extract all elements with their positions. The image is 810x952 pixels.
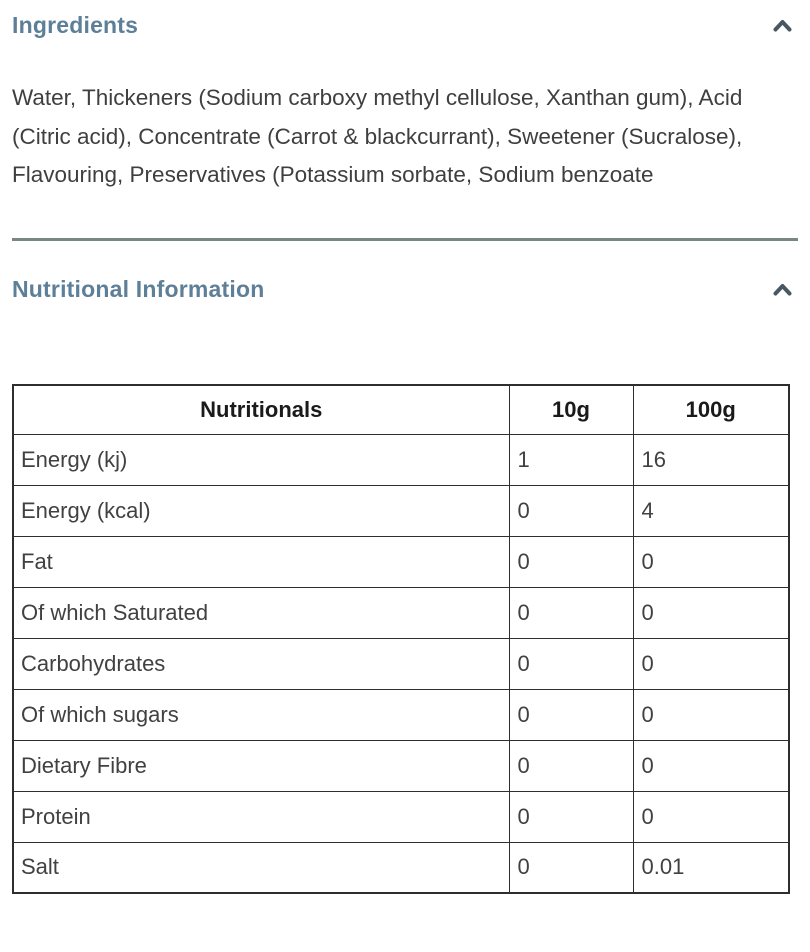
row-label: Fat [12,535,510,588]
row-label: Energy (kcal) [12,484,510,537]
column-header-10g: 10g [508,384,634,435]
table-row: Energy (kcal) 0 4 [12,484,790,537]
row-label: Protein [12,790,510,843]
row-label: Of which Saturated [12,586,510,639]
section-divider [12,237,798,241]
value-10g: 0 [508,637,634,690]
value-10g: 1 [508,433,634,486]
value-100g: 0 [632,637,790,690]
table-row: Fat 0 0 [12,535,790,588]
row-label: Salt [12,841,510,894]
value-100g: 0 [632,535,790,588]
table-row: Energy (kj) 1 16 [12,433,790,486]
column-header-100g: 100g [632,384,790,435]
product-info-panel: Ingredients Water, Thickeners (Sodium ca… [0,12,810,895]
value-10g: 0 [508,790,634,843]
value-10g: 0 [508,586,634,639]
value-100g: 16 [632,433,790,486]
ingredients-text: Water, Thickeners (Sodium carboxy methyl… [12,85,743,188]
nutrition-accordion-header[interactable]: Nutritional Information [12,275,798,302]
value-100g: 0.01 [632,841,790,894]
table-header-row: Nutritionals 10g 100g [12,384,790,435]
row-label: Carbohydrates [12,637,510,690]
chevron-up-icon [773,20,792,35]
row-label: Of which sugars [12,688,510,741]
value-100g: 0 [632,688,790,741]
nutrition-section-title: Nutritional Information [12,275,265,302]
ingredients-section-title: Ingredients [12,12,139,38]
table-row: Protein 0 0 [12,790,790,843]
value-100g: 0 [632,739,790,792]
table-row: Of which sugars 0 0 [12,688,790,741]
value-100g: 0 [632,586,790,639]
value-10g: 0 [508,841,634,894]
table-row: Carbohydrates 0 0 [12,637,790,690]
row-label: Energy (kj) [12,433,510,486]
value-10g: 0 [508,688,634,741]
value-10g: 0 [508,535,634,588]
ingredients-accordion-header[interactable]: Ingredients [12,12,798,38]
value-100g: 4 [632,484,790,537]
value-10g: 0 [508,739,634,792]
column-header-nutritionals: Nutritionals [12,384,510,435]
nutrition-table: Nutritionals 10g 100g Energy (kj) 1 16 E… [12,384,790,895]
table-row: Dietary Fibre 0 0 [12,739,790,792]
value-100g: 0 [632,790,790,843]
chevron-up-icon [773,283,792,299]
value-10g: 0 [508,484,634,537]
nutrition-collapse-button[interactable] [771,281,794,298]
table-row: Of which Saturated 0 0 [12,586,790,639]
row-label: Dietary Fibre [12,739,510,792]
ingredients-collapse-button[interactable] [771,17,794,34]
table-row: Salt 0 0.01 [12,841,790,894]
